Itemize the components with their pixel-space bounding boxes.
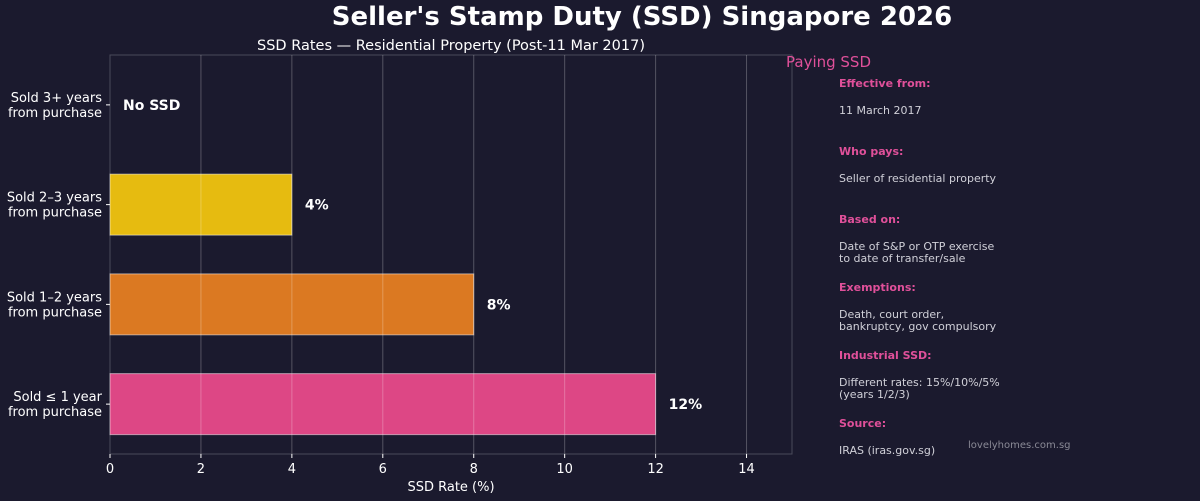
info-value: 11 March 2017 [839, 104, 922, 117]
data-label: 8% [487, 297, 511, 313]
info-label: Exemptions: [839, 281, 916, 294]
data-label: 4% [305, 198, 329, 214]
annotation: Paying SSD [786, 53, 871, 71]
plot-frame [109, 54, 793, 455]
category-label: Sold 3+ years [11, 91, 103, 106]
info-panel: Effective from: 11 March 2017 Who pays: Sel… [839, 77, 1079, 485]
data-label: 12% [669, 397, 703, 413]
info-value: Seller of residential property [839, 172, 997, 185]
x-tick-label: 10 [556, 462, 573, 477]
category-label: from purchase [8, 305, 102, 320]
x-axis-label: SSD Rate (%) [407, 480, 494, 495]
x-tick-label: 14 [738, 462, 755, 477]
category-label: Sold 1–2 years [7, 290, 102, 305]
x-tick-label: 4 [288, 462, 296, 477]
x-tick-label: 8 [470, 462, 478, 477]
info-value: Date of S&P or OTP exercise to date of tr… [839, 240, 995, 265]
x-tick-label: 12 [647, 462, 664, 477]
category-label: Sold 2–3 years [7, 191, 102, 206]
category-label: from purchase [8, 206, 102, 221]
x-tick-label: 2 [197, 462, 205, 477]
x-tick-label: 6 [379, 462, 387, 477]
bar [109, 173, 293, 236]
info-label: Effective from: [839, 77, 931, 90]
info-label: Based on: [839, 213, 901, 226]
bar [109, 273, 475, 336]
bar [109, 373, 657, 436]
info-label: Source: [839, 417, 887, 430]
category-label: from purchase [8, 106, 102, 121]
info-value: Different rates: 15%/10%/5% (years 1/2/3) [839, 376, 1000, 401]
info-label: Who pays: [839, 145, 904, 158]
category-label: from purchase [8, 405, 102, 420]
info-value: IRAS (iras.gov.sg) [839, 444, 936, 457]
page-title: Seller's Stamp Duty (SSD) Singapore 2026 [332, 2, 952, 32]
info-value: Death, court order, bankruptcy, gov compu… [839, 308, 997, 333]
category-label: Sold ≤ 1 year [13, 390, 102, 405]
watermark: lovelyhomes.com.sg [968, 440, 1071, 451]
chart-subtitle: SSD Rates — Residential Property (Post-1… [257, 38, 645, 54]
x-tick-label: 0 [106, 462, 114, 477]
data-label: No SSD [123, 98, 180, 114]
info-label: Industrial SSD: [839, 349, 932, 362]
